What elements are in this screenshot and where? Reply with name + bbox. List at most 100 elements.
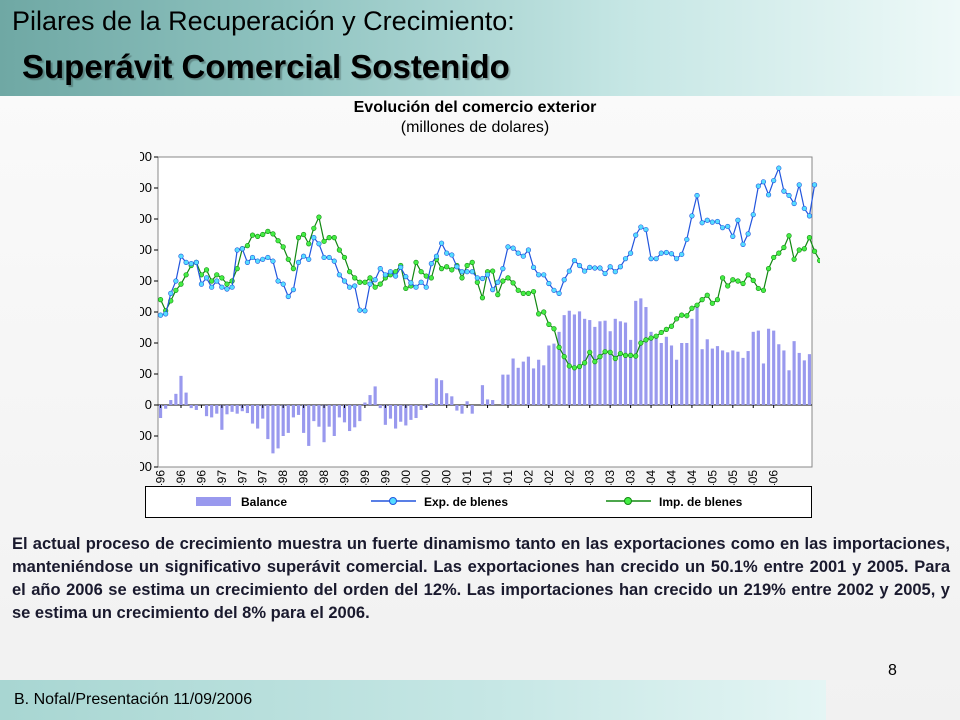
imports-point [791,256,797,262]
balance-bar [695,307,699,405]
exports-point [781,188,787,194]
exports-point [229,284,235,290]
exports-point [168,290,174,296]
imports-point [438,266,445,272]
exports-point [244,259,251,265]
balance-bar [312,405,316,422]
imports-point [597,354,603,360]
exports-point [392,273,399,279]
exports-point [786,192,792,199]
exports-point [730,233,736,239]
exports-point [771,177,777,184]
balance-bar [158,405,163,419]
x-tick-label: may-04 [665,470,679,485]
exports-point [403,274,409,280]
balance-bar [680,343,684,405]
balance-bar [210,405,214,418]
balance-bar [562,315,566,405]
balance-bar [761,363,766,405]
exports-point [469,269,475,275]
chart-title-block: Evolución del comercio exterior (millone… [300,98,650,138]
exports-point [663,249,669,256]
balance-bar [782,350,786,405]
exports-point [796,182,802,188]
exports-point [484,272,491,278]
balance-bar [547,345,551,405]
exports-point [719,225,726,231]
exports-point [255,258,261,264]
balance-bar [388,405,393,419]
imports-point [760,287,767,293]
exports-point [622,256,629,262]
balance-bar [256,405,260,429]
balance-bar [409,405,413,420]
exports-point [306,256,312,262]
balance-bar [516,367,520,405]
balance-bar [363,402,367,405]
y-tick-label: -1000 [140,459,152,474]
balance-bar [470,405,474,414]
balance-bar [766,328,771,405]
exports-point [592,265,598,271]
exports-point [382,272,388,278]
imports-point [260,231,266,238]
imports-point [178,281,184,287]
y-tick-label: 1000 [140,335,152,350]
imports-point [750,277,756,283]
imports-point [157,297,164,303]
exports-point [362,308,368,314]
exports-point [709,219,715,225]
exports-point [449,252,455,258]
balance-bar [414,405,418,419]
exports-point [188,261,194,267]
imports-point [689,305,695,311]
imports-point [316,214,322,220]
balance-bar [404,405,408,426]
exports-point [341,278,348,284]
exports-point [285,293,291,300]
exports-point [265,254,271,261]
x-tick-label: sep-05 [746,470,760,485]
imports-point [209,278,215,284]
balance-bar [353,405,357,428]
exports-point [270,258,276,264]
page-number: 8 [888,662,897,679]
balance-bar [792,341,796,405]
imports-point [362,279,368,285]
balance-bar [378,405,382,409]
imports-point [551,326,557,332]
imports-point [214,272,220,278]
exports-point [193,259,199,265]
imports-point [321,238,327,244]
title-banner: Pilares de la Recuperación y Crecimiento… [0,0,960,96]
exports-point [515,250,521,256]
balance-bar [332,405,336,436]
x-tick-label: sep-96 [194,470,208,485]
imports-point [265,228,271,234]
imports-point [301,231,307,238]
x-tick-label: may-05 [726,470,740,485]
balance-bar [629,339,633,405]
exports-point [275,278,281,284]
y-tick-label: 500 [140,366,152,381]
imports-point [587,349,593,355]
balance-bar [419,405,423,410]
imports-point [658,329,664,336]
imports-point [203,267,210,273]
imports-point [811,248,818,254]
exports-point [367,281,373,287]
imports-point [607,349,613,355]
balance-bar [521,361,525,405]
exports-point [745,231,751,237]
imports-point [719,275,726,281]
imports-point [714,297,721,303]
imports-point [428,275,434,281]
balance-bar [787,370,791,405]
imports-point [633,353,639,359]
imports-point [765,266,772,272]
x-tick-label: sep-97 [256,470,270,485]
exports-point [643,226,649,233]
exports-point [454,264,460,270]
balance-bar [537,359,541,405]
imports-point [699,297,705,303]
